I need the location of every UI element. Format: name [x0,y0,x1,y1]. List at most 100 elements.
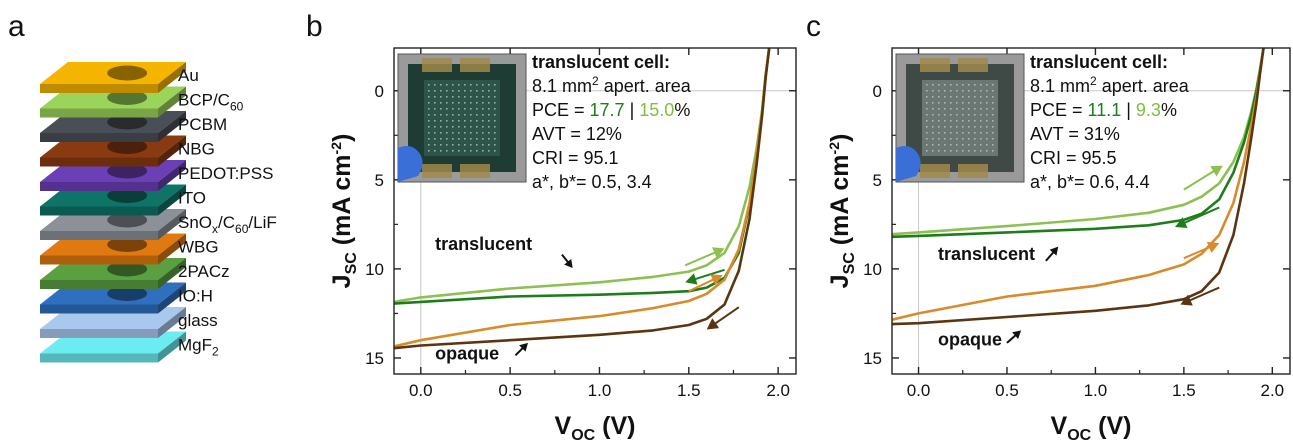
layer-snox-front-face [40,231,158,240]
layer-nbg-front-face [40,157,158,167]
chart-b-series-opaque-reverse [393,47,771,350]
layer-ito-side-face [158,184,186,216]
layer-stack-diagram [40,62,186,363]
chart-c-label-pointer-translucent [1045,246,1059,262]
layer-label-pedot-pss: PEDOT:PSS [178,164,273,183]
chart-c-xtick-label-0: 0.0 [907,381,931,400]
chart-c-x-axis-title: VOC (V) [1051,412,1132,444]
chart-c-xtick-label-4: 2.0 [1260,381,1284,400]
chart-b-ytick-label-0: 0 [375,82,384,101]
chart-c-ytick-label-3: 15 [863,349,882,368]
chart-b: 0.0 0.5 1.0 1.5 2.0 0 5 10 15 VOC (V) JSC (mA cm-2… [328,47,797,444]
layer-pedot-pss-front-face [40,182,158,191]
chart-c-xtick-label-1: 0.5 [995,381,1019,400]
layer-ito-aperture [107,188,148,203]
chart-c-xtick-label-3: 1.5 [1172,381,1196,400]
chart-b-scan-arrow-1 [684,247,725,267]
layer-mgf2-side-face [158,331,186,363]
layer-2pacz-front-face [40,280,158,289]
chart-b-ytick-label-2: 10 [365,260,384,279]
layer-2pacz-aperture [107,261,148,277]
panel-letter-a: a [8,10,25,43]
layer-pedot-pss-aperture [107,163,148,179]
chart-b-xtick-label-0: 0.0 [409,381,433,400]
layer-label-2pacz: 2PACz [178,262,230,281]
chart-b-xtick-label-1: 0.5 [498,381,522,400]
chart-c-ytick-label-1: 5 [873,171,882,190]
layer-bcp-c60-side-face [158,86,186,118]
layer-pcbm-front-face [40,133,158,142]
chart-c-annotation: translucent cell:8.1 mm2 apert. area PCE … [1030,52,1190,192]
chart-b-annotation-area: 8.1 mm2 apert. area [532,74,692,96]
layer-pedot-pss-side-face [158,160,186,191]
chart-c-annotation-cri: CRI = 95.5 [1030,148,1117,168]
layer-pcbm-side-face [158,111,186,142]
chart-b-ytick-label-3: 15 [365,349,384,368]
layer-io-h-front-face [40,304,158,314]
chart-c-xtick-label-2: 1.0 [1084,381,1108,400]
chart-b-label-pointer-translucent [561,254,573,269]
chart-b-annotation-heading: translucent cell: [532,52,670,72]
layer-bcp-c60-aperture [107,90,148,105]
layer-pcbm-aperture [107,114,148,130]
layer-snox-aperture [107,212,148,228]
chart-b-xtick-label-2: 1.0 [588,381,612,400]
chart-b-scan-arrow-2 [685,268,725,285]
layer-au [40,62,186,93]
chart-b-ytick-label-1: 5 [375,171,384,190]
chart-b-annotation-color-coords: a*, b*= 0.5, 3.4 [532,172,652,192]
layer-io-h-side-face [158,282,186,314]
chart-b-xtick-label-4: 2.0 [766,381,790,400]
chart-b-label-translucent: translucent [435,234,532,254]
layer-label-ito: ITO [178,189,206,208]
chart-b-y-axis-title: JSC (mA cm-2) [328,134,360,289]
layer-wbg-front-face [40,255,158,265]
chart-c-annotation-area: 8.1 mm2 apert. area [1030,74,1190,96]
chart-c-annotation-avt: AVT = 31% [1030,124,1120,144]
chart-c-annotation-pce: PCE = 11.1 | 9.3% [1030,100,1177,120]
layer-mgf2-front-face [40,353,158,363]
layer-nbg-side-face [158,135,186,167]
chart-c: 0.0 0.5 1.0 1.5 2.0 0 5 10 15 VOC (V) JSC (mA cm-2… [826,47,1291,444]
chart-b-x-axis-title: VOC (V) [555,412,636,444]
chart-b-scan-arrow-3 [688,274,723,293]
layer-label-au: Au [178,66,199,85]
layer-label-bcp-c60: BCP/C60 [178,91,244,114]
chart-b-annotation: translucent cell:8.1 mm2 apert. area PCE … [532,52,692,192]
chart-c-ytick-label-2: 10 [863,260,882,279]
layer-nbg-aperture [107,139,148,154]
layer-au-front-face [40,84,158,93]
chart-c-scan-arrow-2 [1175,206,1220,229]
chart-c-label-translucent: translucent [938,244,1035,264]
layer-label-mgf2: MgF2 [178,336,219,359]
chart-c-label-opaque: opaque [938,329,1002,349]
chart-b-label-pointer-opaque [514,342,528,357]
layer-ito-front-face [40,206,158,216]
chart-b-label-opaque: opaque [435,344,499,364]
chart-c-scan-arrow-4 [1180,286,1220,306]
layer-glass-front-face [40,329,158,338]
chart-b-annotation-pce: PCE = 17.7 | 15.0% [532,100,690,120]
layer-label-snox: SnOx/C60/LiF [178,213,277,236]
chart-c-series-opaque-reverse [891,47,1265,326]
chart-c-annotation-color-coords: a*, b*= 0.6, 4.4 [1030,172,1150,192]
layer-label-nbg: NBG [178,140,215,159]
layer-snox-side-face [158,209,186,240]
chart-c-y-axis-title: JSC (mA cm-2) [826,134,858,289]
chart-b-scan-arrow-4 [706,306,740,330]
chart-c-cell-photo [895,53,1025,183]
chart-c-annotation-heading: translucent cell: [1030,52,1168,72]
chart-c-scan-arrow-1 [1183,165,1223,191]
layer-au-aperture [107,65,148,81]
layer-label-wbg: WBG [178,238,219,257]
layer-2pacz-side-face [158,258,186,289]
chart-c-frame [891,47,1291,375]
chart-b-cell-photo [397,53,527,183]
layer-label-io-h: IO:H [178,287,213,306]
layer-io-h-aperture [107,286,148,301]
layer-wbg-side-face [158,233,186,265]
chart-c-scan-arrow-3 [1183,241,1220,260]
